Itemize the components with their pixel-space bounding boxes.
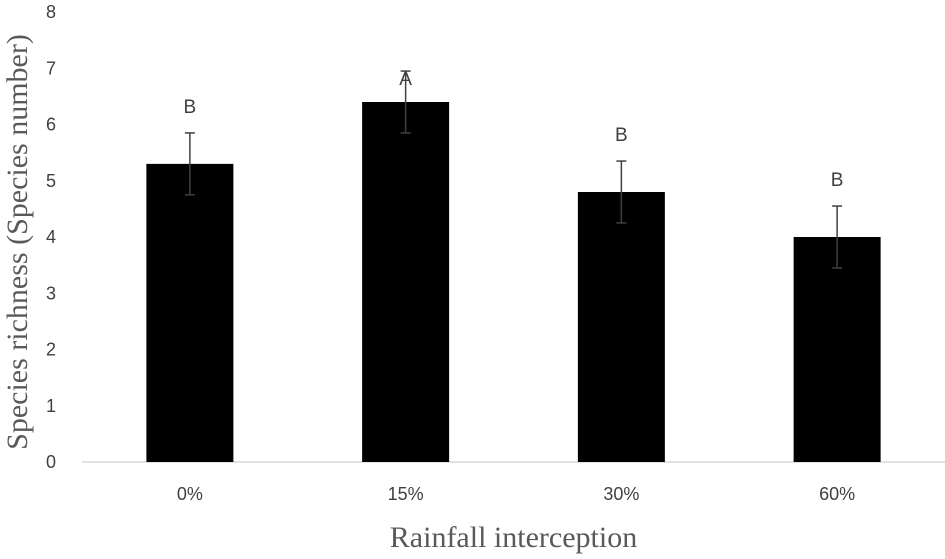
y-tick-label: 7	[46, 58, 56, 78]
significance-label: B	[184, 97, 197, 118]
x-tick-label: 60%	[819, 484, 855, 504]
x-tick-label: 15%	[388, 484, 424, 504]
significance-label: B	[831, 170, 844, 191]
error-bar-4	[832, 205, 843, 269]
x-tick-label: 30%	[603, 484, 639, 504]
y-tick-label: 5	[46, 171, 56, 191]
error-bar-2	[400, 70, 411, 134]
y-tick-label: 6	[46, 115, 56, 135]
x-axis-title: Rainfall interception	[390, 521, 637, 554]
y-tick-label: 8	[46, 2, 56, 22]
y-tick-label: 4	[46, 227, 56, 247]
significance-labels: B A B B	[184, 69, 844, 191]
y-tick-label: 1	[46, 396, 56, 416]
x-axis-ticks: 0% 15% 30% 60%	[177, 484, 855, 504]
bar-series	[146, 102, 881, 462]
y-axis-ticks: 0 1 2 3 4 5 6 7 8	[46, 2, 56, 472]
bar-1	[146, 163, 234, 462]
significance-label: A	[399, 69, 412, 90]
y-tick-label: 3	[46, 283, 56, 303]
y-tick-label: 0	[46, 452, 56, 472]
bar-4	[793, 237, 881, 462]
error-bars	[184, 70, 843, 269]
error-bar-1	[184, 132, 195, 196]
bar-3	[577, 192, 665, 462]
error-bar-3	[616, 160, 627, 224]
y-tick-label: 2	[46, 340, 56, 360]
y-axis-title: Species richness (Species number)	[1, 34, 34, 450]
significance-label: B	[615, 125, 628, 146]
bar-2	[362, 102, 450, 462]
x-tick-label: 0%	[177, 484, 203, 504]
